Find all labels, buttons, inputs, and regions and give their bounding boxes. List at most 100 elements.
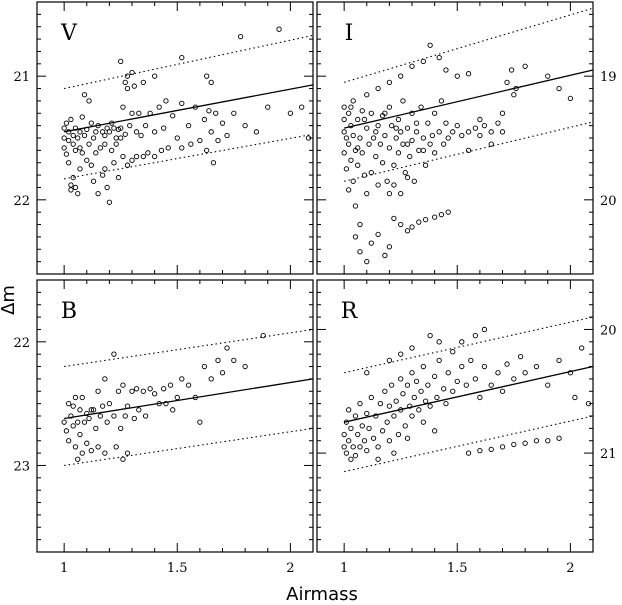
data-point — [395, 116, 402, 123]
data-point — [106, 129, 113, 135]
panel-label-r: R — [341, 299, 359, 324]
data-point — [66, 438, 72, 444]
data-point — [472, 332, 479, 339]
data-point — [522, 63, 528, 69]
data-point — [287, 110, 294, 116]
data-point — [425, 382, 431, 388]
data-point — [151, 391, 158, 397]
data-point — [402, 423, 408, 429]
data-point — [201, 116, 208, 123]
data-point — [409, 413, 415, 419]
data-point — [454, 378, 460, 385]
data-point — [77, 431, 83, 438]
data-point — [352, 234, 359, 240]
data-point — [418, 388, 424, 394]
data-point — [106, 400, 113, 407]
data-point — [431, 150, 438, 156]
data-point — [373, 153, 379, 160]
x-tick-label: 1.5 — [447, 561, 468, 576]
data-point — [142, 122, 149, 129]
data-point — [192, 394, 199, 401]
data-point — [384, 178, 390, 184]
data-point — [434, 394, 440, 401]
data-point — [124, 85, 131, 92]
data-point — [120, 153, 126, 160]
data-point — [438, 212, 445, 218]
data-point — [86, 415, 92, 422]
data-point — [109, 120, 115, 126]
data-point — [104, 184, 110, 191]
data-point — [66, 137, 72, 144]
data-point — [386, 190, 393, 197]
data-point — [355, 162, 361, 168]
data-point — [556, 85, 562, 92]
data-point — [129, 110, 135, 116]
data-point — [420, 58, 426, 64]
data-point — [391, 162, 397, 168]
data-point — [95, 388, 101, 394]
data-point — [420, 419, 426, 425]
data-point — [140, 79, 146, 86]
data-point — [450, 349, 456, 355]
data-point — [174, 394, 180, 401]
data-point — [124, 162, 131, 168]
data-point — [422, 162, 429, 168]
data-point — [499, 388, 506, 394]
data-point — [465, 450, 472, 456]
data-point — [375, 85, 381, 92]
data-point — [522, 370, 528, 376]
x-tick-label: 1 — [340, 561, 348, 576]
data-point — [129, 157, 135, 163]
data-point — [133, 386, 140, 392]
data-point — [522, 440, 528, 446]
data-point — [533, 438, 540, 444]
data-point — [79, 150, 85, 156]
data-point — [113, 141, 119, 147]
y-tick-label: 21 — [13, 70, 30, 85]
data-point — [375, 231, 381, 238]
data-point — [113, 444, 119, 450]
data-point — [81, 92, 88, 98]
data-point — [533, 363, 540, 370]
data-point — [411, 394, 417, 401]
data-point — [127, 122, 133, 129]
data-point — [391, 182, 397, 188]
data-point — [359, 423, 365, 429]
data-point — [422, 398, 429, 404]
bound-line-b — [64, 328, 314, 368]
data-point — [357, 444, 363, 450]
data-point — [113, 135, 119, 141]
data-point — [68, 413, 74, 419]
panel-label-i: I — [345, 21, 354, 46]
data-point — [398, 129, 404, 135]
data-point — [361, 116, 368, 123]
data-point — [219, 120, 226, 126]
data-point — [389, 382, 395, 388]
data-point — [477, 132, 483, 139]
panel-r: 1 1.5 2 20 21 R — [316, 279, 617, 576]
data-point — [445, 209, 451, 215]
data-point — [355, 431, 361, 438]
data-point — [231, 357, 237, 364]
data-point — [404, 174, 411, 181]
data-point — [382, 388, 388, 394]
data-point — [179, 145, 185, 151]
data-point — [357, 221, 363, 228]
data-point — [72, 184, 79, 191]
data-point — [545, 438, 551, 444]
data-point — [242, 122, 248, 129]
data-point — [350, 178, 356, 184]
data-point — [66, 160, 72, 166]
data-point — [348, 456, 354, 462]
data-point — [393, 398, 399, 404]
data-point — [409, 345, 415, 351]
data-point — [361, 438, 368, 444]
y-tick-label: 23 — [13, 459, 30, 474]
data-point — [398, 351, 404, 357]
data-point — [499, 444, 506, 450]
data-point — [81, 419, 88, 425]
data-point — [341, 116, 347, 123]
data-point — [585, 400, 592, 407]
data-point — [208, 129, 214, 135]
data-point — [93, 150, 99, 156]
